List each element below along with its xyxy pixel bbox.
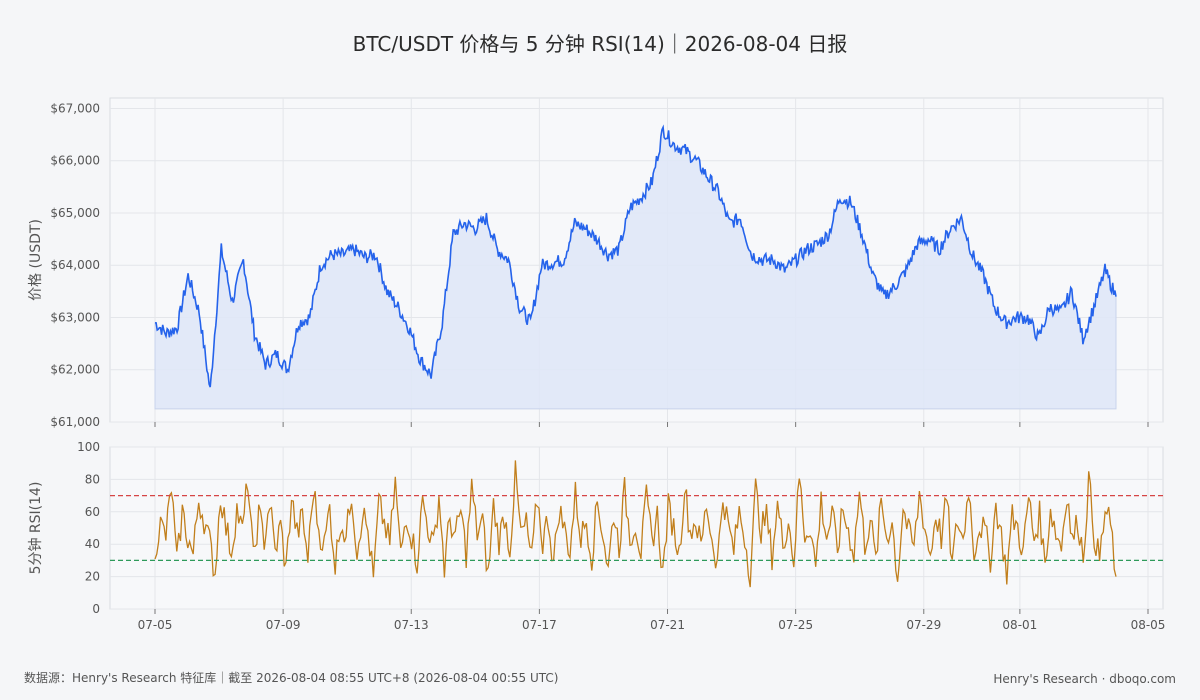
x-axis: 07-05 07-09 07-13 07-17 07-21 07-25 07-29 08-01…: [138, 422, 1166, 632]
x-tick-label: 07-13: [394, 618, 429, 632]
price-series-line: [154, 124, 1117, 388]
y-tick-label: 20: [85, 570, 100, 584]
y-tick-label: $66,000: [50, 154, 100, 168]
y-tick-label: $67,000: [50, 101, 100, 115]
x-tick-label: 07-09: [266, 618, 301, 632]
chart-title: BTC/USDT 价格与 5 分钟 RSI(14)｜2026-08-04 日报: [352, 32, 848, 56]
x-tick-label: 07-25: [778, 618, 813, 632]
x-tick-label: 08-01: [1002, 618, 1037, 632]
rsi-panel: 0 20 40 60 80 100 5分钟 RSI(14): [27, 440, 1164, 616]
y-tick-label: 0: [92, 602, 100, 616]
y-tick-label: $63,000: [50, 310, 100, 324]
panel-background: [109, 446, 1164, 610]
y-tick-label: $64,000: [50, 258, 100, 272]
x-tick-label: 07-17: [522, 618, 557, 632]
x-tick-label: 08-05: [1131, 618, 1166, 632]
footer-brand: Henry's Research · dboqo.com: [993, 672, 1176, 686]
y-tick-label: $62,000: [50, 363, 100, 377]
footer-source: 数据源：Henry's Research 特征库｜截至 2026-08-04 0…: [24, 671, 559, 685]
y-tick-label: 40: [85, 537, 100, 551]
y-tick-label: $61,000: [50, 415, 100, 429]
x-tick-label: 07-05: [138, 618, 173, 632]
y-axis-label: 5分钟 RSI(14): [27, 482, 44, 575]
price-panel: $61,000 $62,000 $63,000 $64,000 $65,000 $66,0…: [28, 97, 1164, 429]
y-tick-label: 80: [85, 472, 100, 486]
x-tick-label: 07-21: [650, 618, 685, 632]
y-tick-label: 100: [77, 440, 100, 454]
x-tick-label: 07-29: [906, 618, 941, 632]
y-axis-label: 价格 (USDT): [28, 219, 44, 301]
rsi-series-line: [154, 460, 1117, 588]
y-tick-label: $65,000: [50, 206, 100, 220]
y-tick-label: 60: [85, 505, 100, 519]
